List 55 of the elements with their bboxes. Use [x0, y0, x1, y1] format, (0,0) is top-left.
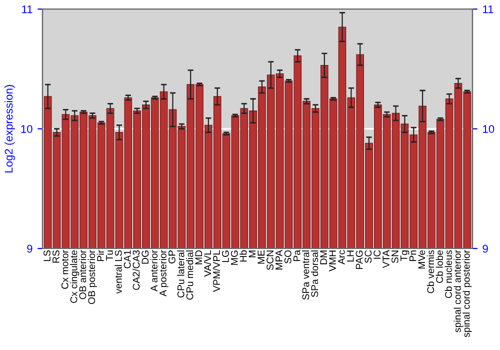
- x-tick-label: LS: [44, 250, 50, 261]
- x-tick-label: Tu: [106, 250, 113, 261]
- x-tick-label: OB posterior: [88, 250, 97, 304]
- x-tick-label: RS: [52, 250, 60, 263]
- x-tick-label: VTA: [382, 250, 390, 268]
- x-tick-label: CA1: [124, 250, 131, 268]
- x-tick-label: spinal cord anterior: [454, 250, 463, 332]
- x-tick-label: SPa ventral: [302, 250, 310, 300]
- x-tick-label: PAG: [356, 250, 363, 269]
- x-tick-label: GP: [168, 250, 176, 264]
- x-tick-label: Pa: [293, 250, 300, 261]
- x-tick-label: Pir: [96, 250, 104, 261]
- y2-tick-label: 10: [483, 125, 494, 133]
- x-tick-label: Cb vermis: [426, 250, 434, 294]
- x-tick-label: ventral LS: [114, 250, 122, 294]
- x-tick-label: DM: [320, 250, 327, 264]
- x-tick-label: MD: [195, 250, 202, 264]
- x-tick-label: IC: [374, 250, 381, 259]
- x-tick-label: A posterior: [159, 250, 168, 296]
- x-tick-label: Hb: [240, 250, 247, 262]
- x-tick-label: OB anterior: [79, 250, 86, 300]
- x-tick-label: Cb nucleus: [444, 250, 452, 298]
- x-tick-label: Tg: [400, 250, 410, 262]
- x-tick-label: CPu medial: [186, 250, 194, 300]
- x-tick-label: MG: [230, 250, 238, 265]
- y2-tick-label: 11: [483, 5, 494, 14]
- x-tick-label: Arc: [338, 250, 345, 264]
- x-tick-label: LH: [347, 250, 354, 262]
- y-tick-label: 9: [27, 244, 32, 253]
- x-tick-label: CA2/CA3: [132, 250, 140, 290]
- x-tick-label: M: [248, 250, 256, 258]
- x-tick-label: MVe: [418, 250, 426, 269]
- x-tick-label: SN: [392, 250, 398, 263]
- x-tick-label: DG: [142, 250, 149, 264]
- x-tick-label: Cb lobe: [436, 250, 443, 283]
- x-tick-label: LG: [222, 250, 229, 262]
- x-tick-label: A anterior: [150, 250, 158, 292]
- x-tick-label: VMH: [329, 250, 336, 272]
- x-tick-label: MPA: [276, 250, 282, 270]
- x-tick-label: SC: [364, 250, 372, 263]
- x-tick-label: ME: [258, 250, 264, 264]
- y-tick-label: 10: [21, 125, 32, 133]
- x-tick-label: VA/VL: [204, 250, 212, 277]
- y-tick-label: 11: [22, 5, 32, 14]
- x-tick-label: Cx motor: [61, 250, 68, 289]
- x-tick-label: VPM/VPL: [212, 250, 220, 292]
- y2-tick-label: 9: [482, 244, 488, 253]
- x-tick-label: CPu lateral: [177, 250, 184, 298]
- x-tick-label: SCN: [266, 250, 274, 270]
- x-tick-label: spinal cord posterior: [462, 250, 472, 338]
- x-tick-label: Pn: [409, 250, 416, 261]
- x-tick-label: Cx cingulate: [70, 250, 80, 303]
- x-tick-label: SO: [284, 250, 292, 264]
- x-tick-label: SPa dorsal: [310, 250, 318, 297]
- y-axis-title: Log2 (expression): [4, 85, 15, 172]
